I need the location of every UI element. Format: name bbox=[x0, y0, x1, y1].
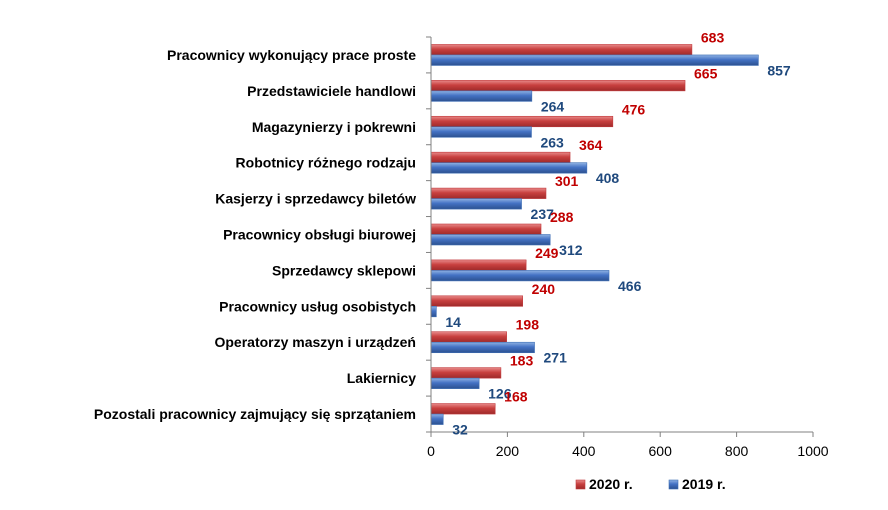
x-tick-label: 1000 bbox=[797, 443, 828, 459]
data-label-2019: 14 bbox=[445, 314, 461, 330]
bar-2020 bbox=[430, 115, 614, 128]
data-label-2020: 240 bbox=[532, 281, 556, 297]
bar-2019 bbox=[430, 413, 444, 425]
data-label-2020: 249 bbox=[535, 245, 559, 261]
data-label-2019: 857 bbox=[767, 62, 791, 78]
bar-2020 bbox=[430, 259, 527, 271]
bar-2019 bbox=[430, 54, 759, 66]
bar-2019 bbox=[430, 270, 610, 282]
bar-2019 bbox=[430, 126, 532, 138]
bar-2019 bbox=[430, 234, 551, 246]
category-label: Lakiernicy bbox=[347, 370, 416, 386]
data-label-2019: 312 bbox=[559, 242, 583, 258]
x-tick-label: 200 bbox=[496, 443, 520, 459]
data-label-2020: 198 bbox=[516, 317, 540, 333]
data-label-2019: 264 bbox=[541, 98, 565, 114]
category-label: Pracownicy wykonujący prace proste bbox=[167, 47, 416, 63]
data-label-2020: 665 bbox=[694, 65, 718, 81]
data-label-2019: 408 bbox=[596, 170, 620, 186]
category-label: Pozostali pracownicy zajmujący się sprzą… bbox=[94, 406, 416, 422]
data-label-2019: 237 bbox=[531, 206, 555, 222]
category-label: Robotnicy różnego rodzaju bbox=[236, 155, 416, 171]
bar-2020 bbox=[430, 403, 496, 415]
bar-2019 bbox=[430, 90, 533, 102]
category-label: Przedstawiciele handlowi bbox=[247, 83, 416, 99]
data-label-2020: 288 bbox=[550, 209, 574, 225]
category-label: Operatorzy maszyn i urządzeń bbox=[214, 334, 416, 350]
data-label-2020: 168 bbox=[504, 389, 528, 405]
data-label-2020: 364 bbox=[579, 137, 603, 153]
category-label: Pracownicy usług osobistych bbox=[219, 298, 416, 314]
data-label-2020: 476 bbox=[622, 101, 646, 117]
category-label: Sprzedawcy sklepowi bbox=[272, 262, 416, 278]
data-label-2019: 263 bbox=[540, 134, 564, 150]
legend-label-2020: 2020 r. bbox=[589, 476, 633, 492]
bar-2020 bbox=[430, 331, 507, 343]
data-label-2020: 183 bbox=[510, 353, 534, 369]
bar-2019 bbox=[430, 341, 535, 354]
data-label-2020: 683 bbox=[701, 29, 725, 45]
legend-swatch-2020 bbox=[575, 479, 586, 490]
bar-2020 bbox=[430, 151, 571, 163]
category-label: Kasjerzy i sprzedawcy biletów bbox=[215, 191, 416, 207]
bar-2019 bbox=[430, 198, 522, 210]
legend-label-2019: 2019 r. bbox=[682, 476, 726, 492]
x-tick-label: 0 bbox=[427, 443, 435, 459]
bar-2019 bbox=[430, 377, 480, 389]
legend-swatch-2019 bbox=[668, 479, 679, 490]
bar-2020 bbox=[430, 223, 542, 235]
bar-2020 bbox=[430, 187, 547, 199]
bar-2020 bbox=[430, 367, 502, 379]
data-label-2019: 271 bbox=[544, 350, 568, 366]
bar-2020 bbox=[430, 80, 686, 92]
x-tick-label: 800 bbox=[725, 443, 749, 459]
category-label: Pracownicy obsługi biurowej bbox=[223, 227, 416, 243]
category-label: Magazynierzy i pokrewni bbox=[252, 119, 416, 135]
data-label-2019: 466 bbox=[618, 278, 642, 294]
bar-2019 bbox=[430, 162, 588, 174]
bar-2020 bbox=[430, 295, 523, 307]
data-label-2020: 301 bbox=[555, 173, 579, 189]
data-label-2019: 32 bbox=[452, 422, 468, 438]
bar-2020 bbox=[430, 44, 693, 56]
bar-2019 bbox=[430, 306, 437, 318]
x-tick-label: 400 bbox=[572, 443, 596, 459]
data-label-2019: 126 bbox=[488, 386, 512, 402]
x-tick-label: 600 bbox=[649, 443, 673, 459]
